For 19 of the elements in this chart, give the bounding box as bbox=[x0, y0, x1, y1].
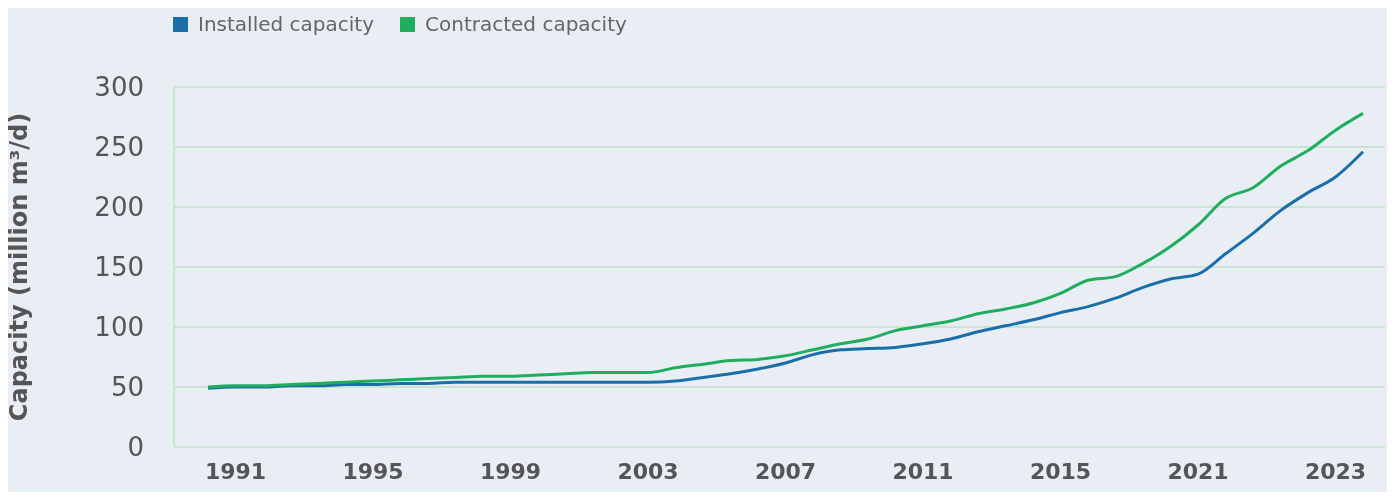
x-tick-label: 2007 bbox=[754, 458, 817, 484]
x-tick-label: 1995 bbox=[342, 458, 404, 484]
y-tick-label: 150 bbox=[94, 252, 144, 283]
x-tick-label: 2011 bbox=[892, 458, 954, 484]
y-tick-label: 50 bbox=[110, 372, 144, 403]
x-tick-label: 1999 bbox=[479, 458, 542, 484]
legend-label: Installed capacity bbox=[198, 12, 374, 36]
legend-label: Contracted capacity bbox=[425, 12, 627, 36]
y-tick-label: 300 bbox=[94, 72, 144, 103]
x-tick-label: 2003 bbox=[617, 458, 679, 484]
x-tick-label: 2021 bbox=[1167, 458, 1229, 484]
x-tick-label: 2015 bbox=[1029, 458, 1092, 484]
y-axis-title: Capacity (million m³/d) bbox=[4, 112, 33, 422]
y-tick-label: 100 bbox=[94, 312, 144, 343]
y-tick-label: 0 bbox=[127, 432, 144, 463]
x-tick-label: 2023 bbox=[1304, 458, 1367, 484]
x-tick-label: 1991 bbox=[204, 458, 267, 484]
y-tick-label: 250 bbox=[94, 132, 144, 163]
y-tick-label: 200 bbox=[94, 192, 144, 223]
